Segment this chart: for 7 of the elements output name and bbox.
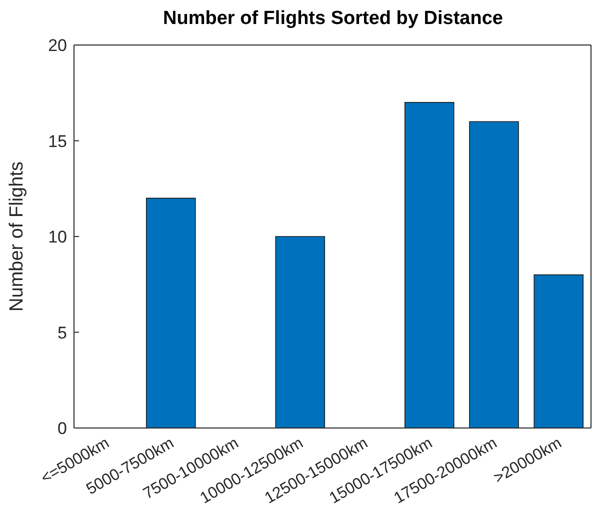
y-axis-title: Number of Flights [6, 162, 28, 312]
y-tick-label: 5 [58, 323, 67, 342]
chart-title: Number of Flights Sorted by Distance [162, 8, 504, 31]
y-tick-label: 10 [48, 228, 67, 247]
y-tick-label: 15 [48, 132, 67, 151]
y-tick-label: 20 [48, 36, 67, 56]
y-tick-label: 0 [58, 419, 67, 438]
